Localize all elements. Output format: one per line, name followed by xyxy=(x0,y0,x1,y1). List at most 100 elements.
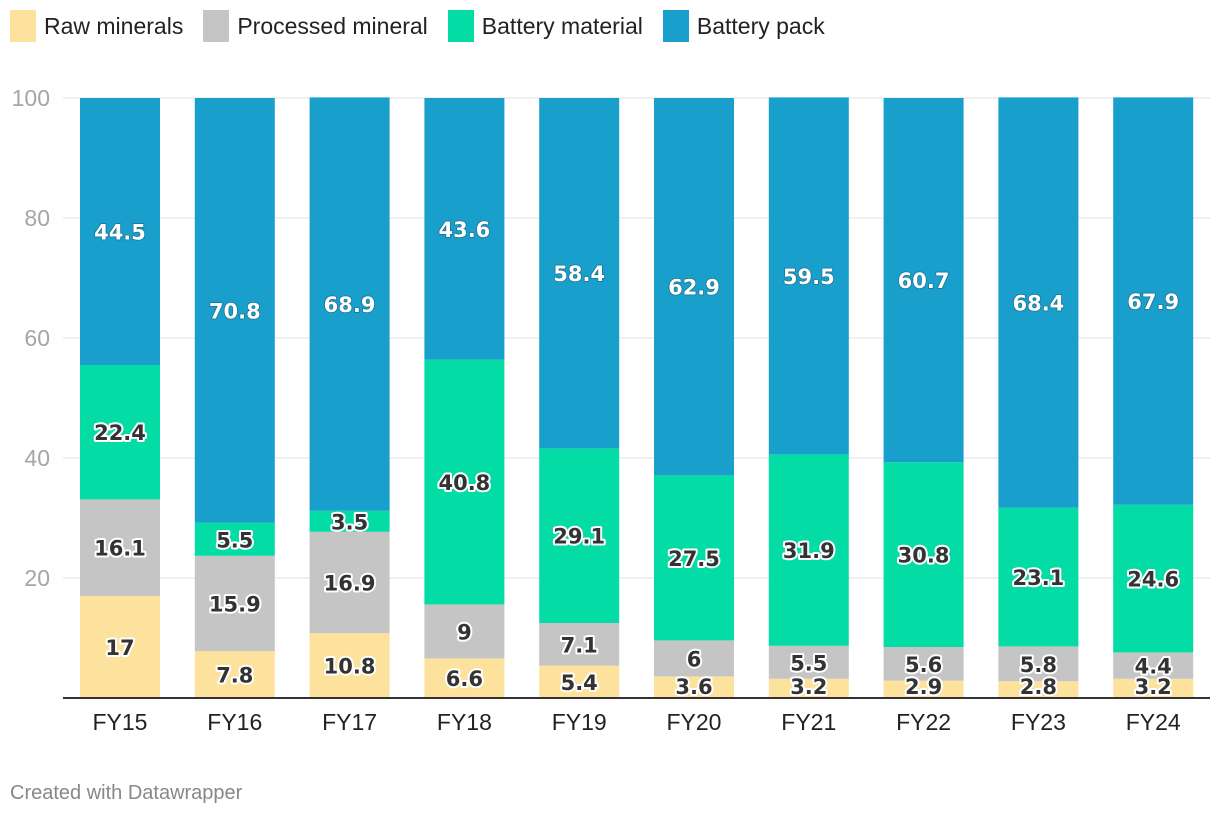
legend-item-battery-material: Battery material xyxy=(447,10,643,42)
x-tick-label-fy21: FY21 xyxy=(781,709,836,735)
data-label-processed-mineral-fy20: 6 xyxy=(687,647,702,671)
x-tick-label-fy23: FY23 xyxy=(1011,709,1066,735)
data-label-battery-pack-fy18: 43.6 xyxy=(438,218,490,242)
bar-battery-material-fy18 xyxy=(424,359,505,605)
y-tick-label-20: 20 xyxy=(24,565,50,591)
data-label-battery-pack-fy21: 59.5 xyxy=(783,265,835,289)
data-label-battery-material-fy22: 30.8 xyxy=(898,544,950,568)
x-tick-label-fy16: FY16 xyxy=(207,709,262,735)
bar-battery-material-fy22 xyxy=(883,462,964,647)
data-label-battery-pack-fy19: 58.4 xyxy=(553,262,605,286)
data-label-battery-material-fy17: 3.5 xyxy=(331,510,368,534)
bar-battery-material-fy23 xyxy=(998,507,1079,647)
data-label-processed-mineral-fy18: 9 xyxy=(457,620,472,644)
bar-processed-mineral-fy22 xyxy=(883,647,964,681)
x-tick-label-fy18: FY18 xyxy=(437,709,492,735)
data-label-raw-minerals-fy24: 3.2 xyxy=(1135,675,1172,699)
legend-swatch-battery-material xyxy=(447,10,474,42)
y-tick-label-80: 80 xyxy=(24,205,50,231)
data-label-battery-material-fy21: 31.9 xyxy=(783,539,835,563)
bar-raw-minerals-fy18 xyxy=(424,658,505,698)
legend-label-battery-material: Battery material xyxy=(481,12,643,39)
bar-battery-pack-fy23 xyxy=(998,97,1079,508)
bar-battery-material-fy16 xyxy=(194,522,275,556)
y-tick-label-60: 60 xyxy=(24,325,50,351)
legend-label-battery-pack: Battery pack xyxy=(696,12,825,39)
data-label-battery-pack-fy23: 68.4 xyxy=(1012,292,1064,316)
bar-raw-minerals-fy24 xyxy=(1113,678,1194,698)
bar-raw-minerals-fy19 xyxy=(539,665,620,698)
bar-battery-pack-fy21 xyxy=(768,97,849,455)
bar-processed-mineral-fy20 xyxy=(654,640,734,677)
bar-battery-pack-fy18 xyxy=(424,98,505,360)
legend-item-processed-mineral: Processed mineral xyxy=(203,10,428,42)
bar-processed-mineral-fy16 xyxy=(194,555,275,652)
bar-battery-pack-fy16 xyxy=(194,98,275,523)
data-label-processed-mineral-fy21: 5.5 xyxy=(790,651,827,675)
bar-raw-minerals-fy15 xyxy=(80,596,160,698)
legend-swatch-battery-pack xyxy=(662,10,689,42)
data-label-raw-minerals-fy17: 10.8 xyxy=(324,655,376,679)
data-label-battery-pack-fy22: 60.7 xyxy=(898,269,950,293)
bar-processed-mineral-fy19 xyxy=(539,623,620,666)
bar-battery-material-fy24 xyxy=(1113,504,1194,653)
bar-battery-pack-fy17 xyxy=(309,97,390,511)
data-label-processed-mineral-fy15: 16.1 xyxy=(94,537,146,561)
data-label-processed-mineral-fy23: 5.8 xyxy=(1020,653,1057,677)
legend: Raw minerals Processed mineral Battery m… xyxy=(10,10,845,42)
bar-processed-mineral-fy15 xyxy=(80,499,160,596)
data-label-battery-pack-fy24: 67.9 xyxy=(1127,290,1179,314)
legend-label-processed-mineral: Processed mineral xyxy=(237,12,428,39)
data-label-processed-mineral-fy16: 15.9 xyxy=(209,593,261,617)
x-tick-label-fy20: FY20 xyxy=(667,709,722,735)
bar-battery-material-fy20 xyxy=(654,475,734,641)
x-tick-label-fy24: FY24 xyxy=(1126,709,1181,735)
bar-battery-pack-fy15 xyxy=(80,98,160,365)
data-label-processed-mineral-fy17: 16.9 xyxy=(324,572,376,596)
legend-item-raw-minerals: Raw minerals xyxy=(10,10,183,42)
data-label-battery-material-fy23: 23.1 xyxy=(1012,566,1064,590)
data-label-processed-mineral-fy24: 4.4 xyxy=(1135,655,1172,679)
bar-raw-minerals-fy21 xyxy=(768,678,849,698)
data-label-raw-minerals-fy23: 2.8 xyxy=(1020,675,1057,699)
y-tick-label-100: 100 xyxy=(12,85,50,111)
bar-battery-material-fy17 xyxy=(309,510,390,532)
bar-raw-minerals-fy22 xyxy=(883,680,964,698)
bar-processed-mineral-fy17 xyxy=(309,531,390,634)
bar-raw-minerals-fy23 xyxy=(998,681,1079,698)
bar-battery-material-fy21 xyxy=(768,454,849,646)
footer-credit: Created with Datawrapper xyxy=(10,782,243,804)
bar-processed-mineral-fy24 xyxy=(1113,652,1194,679)
legend-swatch-processed-mineral xyxy=(203,10,230,42)
bar-raw-minerals-fy20 xyxy=(654,676,734,698)
legend-swatch-raw-minerals xyxy=(10,10,36,42)
data-label-battery-pack-fy16: 70.8 xyxy=(209,299,261,323)
bar-raw-minerals-fy16 xyxy=(194,651,275,698)
data-label-battery-material-fy19: 29.1 xyxy=(553,525,605,549)
data-label-battery-pack-fy20: 62.9 xyxy=(668,276,720,300)
legend-item-battery-pack: Battery pack xyxy=(662,10,825,42)
x-tick-label-fy22: FY22 xyxy=(896,709,951,735)
bar-raw-minerals-fy17 xyxy=(309,633,390,698)
data-label-raw-minerals-fy20: 3.6 xyxy=(675,675,712,699)
data-label-battery-material-fy18: 40.8 xyxy=(438,471,490,495)
x-tick-label-fy19: FY19 xyxy=(552,709,607,735)
data-label-processed-mineral-fy22: 5.6 xyxy=(905,653,942,677)
data-label-battery-material-fy20: 27.5 xyxy=(668,547,720,571)
x-tick-label-fy15: FY15 xyxy=(93,709,148,735)
data-label-raw-minerals-fy15: 17 xyxy=(105,636,134,660)
legend-label-raw-minerals: Raw minerals xyxy=(44,12,184,39)
data-label-raw-minerals-fy16: 7.8 xyxy=(216,664,253,688)
bar-battery-pack-fy22 xyxy=(883,98,964,463)
data-label-battery-pack-fy17: 68.9 xyxy=(324,293,376,317)
bar-processed-mineral-fy23 xyxy=(998,646,1079,682)
bar-processed-mineral-fy18 xyxy=(424,604,505,659)
data-label-processed-mineral-fy19: 7.1 xyxy=(561,633,598,657)
data-label-battery-material-fy16: 5.5 xyxy=(216,528,253,552)
data-label-raw-minerals-fy22: 2.9 xyxy=(905,675,942,699)
bar-battery-material-fy19 xyxy=(539,448,620,623)
data-label-raw-minerals-fy21: 3.2 xyxy=(790,675,827,699)
data-label-battery-material-fy24: 24.6 xyxy=(1127,568,1179,592)
bar-battery-pack-fy20 xyxy=(654,98,734,476)
data-label-battery-material-fy15: 22.4 xyxy=(94,421,146,445)
